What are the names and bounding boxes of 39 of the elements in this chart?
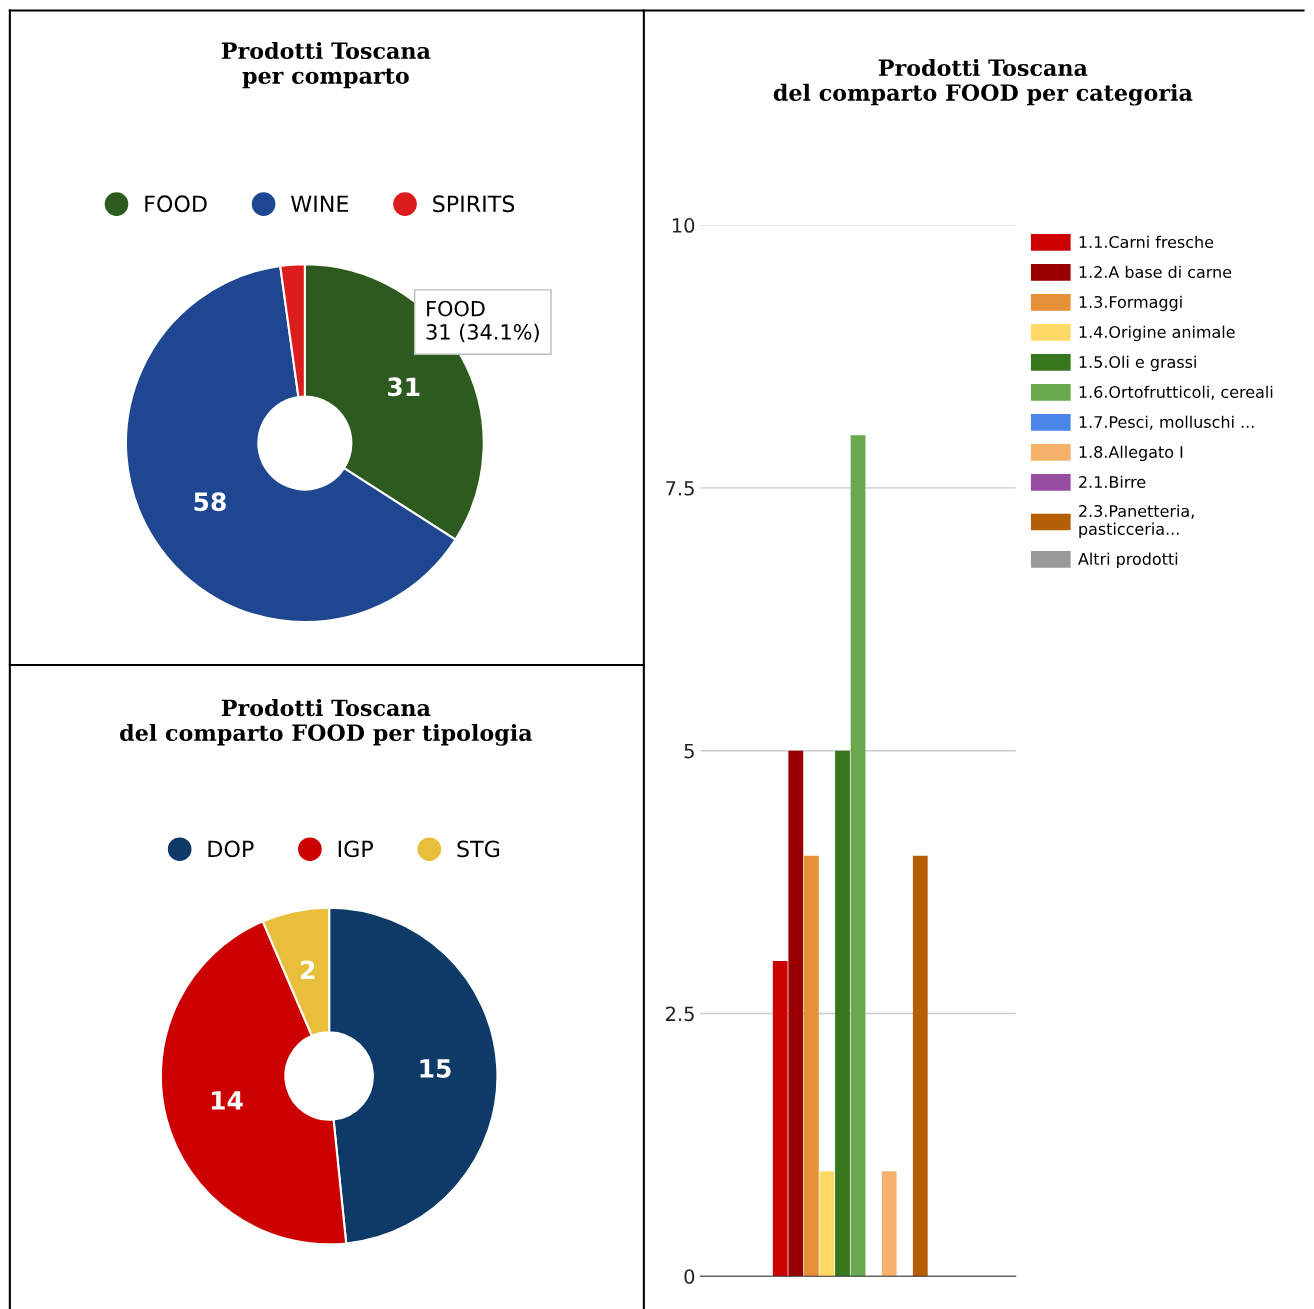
legend-label: Altri prodotti xyxy=(1078,552,1178,569)
legend-label: 1.8.Allegato I xyxy=(1079,445,1183,462)
chart-title: Prodotti Toscana per comparto xyxy=(221,41,431,89)
legend-label: 1.7.Pesci, molluschi ... xyxy=(1079,415,1254,430)
legend-label: 1.6.Ortofrutticoli, cereali xyxy=(1079,385,1273,400)
legend-label: STG xyxy=(457,840,500,858)
legend-label: 2.3.Panetteria, pasticceria... xyxy=(1079,504,1194,539)
bar xyxy=(819,1171,835,1277)
bar xyxy=(803,855,819,1277)
bar xyxy=(850,435,866,1277)
legend-label: WINE xyxy=(291,195,349,212)
legend-label: DOP xyxy=(208,840,254,858)
legend-label: 1.5.Oli e grassi xyxy=(1079,355,1196,372)
y-tick-label: 5 xyxy=(684,743,694,759)
data-label: 14 xyxy=(211,1091,243,1110)
legend-label: 2.1.Birre xyxy=(1079,475,1146,489)
legend-label: FOOD xyxy=(145,195,207,213)
legend-label: 1.2.A base di carne xyxy=(1079,265,1232,279)
legend-label: 1.1.Carni fresche xyxy=(1079,235,1214,249)
bar xyxy=(881,1171,897,1277)
chart-title: Prodotti Toscana del comparto FOOD per categoria xyxy=(773,58,1193,106)
legend-label: IGP xyxy=(338,840,373,858)
data-label: 2 xyxy=(301,960,315,980)
bar xyxy=(788,750,804,1277)
data-label: 31 xyxy=(388,377,420,397)
legend-label: SPIRITS xyxy=(433,195,515,213)
data-label: 15 xyxy=(420,1059,451,1078)
data-label: 58 xyxy=(194,492,226,512)
legend-label: 1.3.Formaggi xyxy=(1079,295,1182,312)
bar xyxy=(772,960,788,1277)
y-tick-label: 10 xyxy=(672,218,695,233)
chart-title: Prodotti Toscana del comparto FOOD per tipologia xyxy=(120,699,533,746)
y-tick-label: 0 xyxy=(684,1269,695,1284)
bar xyxy=(912,855,928,1277)
y-tick-label: 7.5 xyxy=(666,481,694,496)
bar xyxy=(835,750,850,1277)
legend-label: 1.4.Origine animale xyxy=(1079,325,1235,342)
y-tick-label: 2.5 xyxy=(666,1006,694,1022)
text: FOOD 31 (34.1%) xyxy=(426,300,539,343)
